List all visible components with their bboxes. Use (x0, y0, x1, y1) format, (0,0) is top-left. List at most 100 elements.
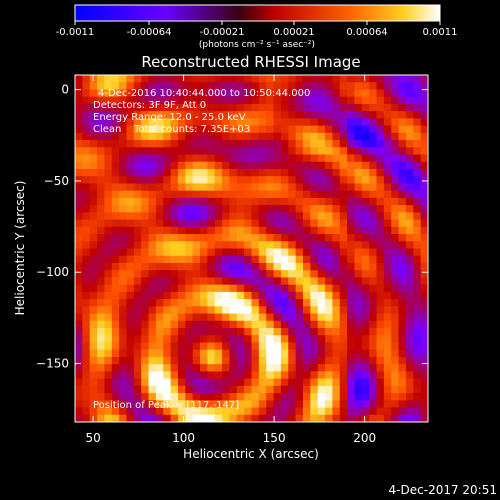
heatmap-cell (229, 284, 238, 293)
heatmap-cell (155, 154, 164, 163)
heatmap-cell (75, 335, 83, 344)
heatmap-cell (119, 306, 128, 315)
heatmap-cell (119, 393, 128, 401)
heatmap-cell (222, 103, 231, 112)
heatmap-cell (214, 277, 223, 286)
heatmap-cell (391, 154, 400, 163)
heatmap-cell (141, 371, 150, 380)
heatmap-cell (126, 111, 135, 119)
heatmap-cell (141, 313, 150, 322)
heatmap-cell (413, 161, 422, 170)
heatmap-cell (398, 241, 407, 250)
heatmap-cell (82, 400, 91, 409)
heatmap-cell (236, 176, 245, 185)
heatmap-cell (185, 335, 194, 344)
heatmap-cell (141, 82, 150, 91)
heatmap-cell (163, 118, 172, 127)
heatmap-cell (376, 75, 385, 83)
heatmap-cell (185, 96, 194, 105)
heatmap-cell (126, 248, 135, 257)
heatmap-cell (192, 335, 201, 344)
heatmap-cell (266, 248, 275, 257)
heatmap-cell (163, 75, 172, 83)
heatmap-cell (170, 75, 179, 83)
heatmap-cell (89, 342, 98, 351)
heatmap-cell (111, 190, 120, 199)
heatmap-cell (339, 255, 348, 264)
heatmap-cell (177, 364, 186, 372)
heatmap-cell (185, 299, 194, 307)
heatmap-cell (420, 75, 428, 83)
heatmap-cell (258, 212, 267, 221)
heatmap-cell (339, 212, 348, 221)
heatmap-cell (420, 320, 428, 329)
heatmap-cell (222, 140, 231, 148)
heatmap-cell (347, 407, 356, 416)
heatmap-cell (420, 111, 428, 119)
heatmap-cell (104, 255, 113, 264)
heatmap-cell (126, 140, 135, 148)
heatmap-cell (75, 248, 83, 257)
heatmap-cell (332, 161, 341, 170)
heatmap-cell (339, 385, 348, 394)
heatmap-cell (170, 132, 179, 141)
heatmap-cell (119, 118, 128, 127)
heatmap-cell (383, 205, 392, 213)
heatmap-cell (148, 248, 157, 257)
heatmap-cell (214, 226, 223, 235)
heatmap-cell (119, 291, 128, 300)
heatmap-cell (266, 299, 275, 307)
heatmap-cell (420, 96, 428, 105)
heatmap-cell (229, 393, 238, 401)
heatmap-cell (222, 96, 231, 105)
heatmap-cell (369, 407, 378, 416)
heatmap-cell (317, 371, 326, 380)
heatmap-cell (302, 284, 311, 293)
heatmap-cell (222, 371, 231, 380)
heatmap-cell (170, 255, 179, 264)
heatmap-cell (82, 89, 91, 98)
heatmap-cell (258, 168, 267, 177)
heatmap-cell (148, 147, 157, 156)
heatmap-cell (361, 205, 370, 213)
heatmap-cell (332, 219, 341, 228)
heatmap-cell (229, 82, 238, 91)
heatmap-cell (163, 111, 172, 119)
heatmap-cell (288, 306, 297, 315)
heatmap-cell (229, 335, 238, 344)
heatmap-cell (398, 306, 407, 315)
heatmap-cell (75, 190, 83, 199)
heatmap-cell (325, 299, 333, 307)
heatmap-cell (229, 349, 238, 358)
heatmap-cell (288, 197, 297, 206)
heatmap-cell (236, 111, 245, 119)
heatmap-cell (192, 219, 201, 228)
heatmap-cell (111, 212, 120, 221)
heatmap-cell (89, 335, 98, 344)
heatmap-cell (97, 313, 106, 322)
heatmap-cell (251, 284, 260, 293)
heatmap-cell (89, 306, 98, 315)
heatmap-cell (258, 277, 267, 286)
heatmap-cell (369, 349, 378, 358)
heatmap-cell (177, 393, 186, 401)
heatmap-cell (302, 111, 311, 119)
colorbar: -0.0011 -0.00064 -0.00021 0.00021 0.00064 0.0… (56, 4, 458, 50)
heatmap-cell (317, 132, 326, 141)
heatmap-cell (89, 262, 98, 271)
heatmap-cell (398, 356, 407, 365)
heatmap-cell (280, 393, 289, 401)
heatmap-cell (347, 147, 356, 156)
heatmap-cell (229, 313, 238, 322)
heatmap-cell (273, 393, 282, 401)
heatmap-cell (288, 103, 297, 112)
heatmap-cell (192, 82, 201, 91)
heatmap-cell (288, 270, 297, 279)
heatmap-cell (214, 255, 223, 264)
heatmap-cell (133, 118, 142, 127)
heatmap-cell (369, 291, 378, 300)
heatmap-cell (354, 96, 363, 105)
heatmap-cell (413, 147, 422, 156)
heatmap-cell (89, 183, 98, 192)
